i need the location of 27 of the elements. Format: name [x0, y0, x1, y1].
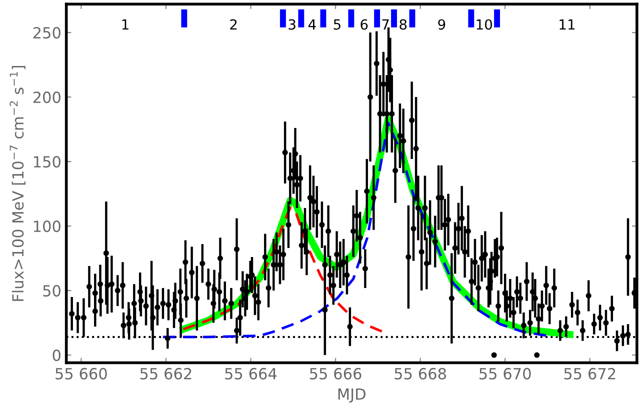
x-tick-label: 55 662 [140, 368, 192, 380]
annotation: 5 [334, 19, 340, 30]
line-series [182, 206, 384, 334]
annotation: 11 [560, 19, 575, 30]
y-tick-label: 250 [33, 27, 60, 39]
y-tick-label: 100 [34, 220, 60, 232]
y-axis-title: Flux>100 MeV [10$^{−7}$ cm$^{−2}$ s$^{−1}$] [10, 66, 26, 301]
x-tick-label: 55 670 [480, 368, 531, 380]
x-tick-label: 55 660 [56, 368, 107, 380]
x-tick-label: 55 668 [394, 368, 446, 380]
annotation: 10 [476, 19, 492, 30]
annotation: 8 [400, 19, 407, 30]
x-axis-title: MJD [338, 388, 366, 403]
y-tick-label: 50 [43, 285, 60, 297]
x-tick-label: 55 666 [310, 368, 362, 380]
annotation: 2 [230, 19, 237, 30]
y-tick-label: 0 [52, 350, 60, 362]
annotation: 3 [288, 19, 296, 30]
annotation: 7 [382, 19, 389, 30]
x-tick-label: 55 664 [225, 368, 277, 380]
x-tick-label: 55 672 [564, 368, 616, 380]
y-tick-label: 150 [34, 156, 60, 168]
annotation: 9 [438, 19, 446, 30]
annotation: 1 [122, 19, 128, 30]
y-tick-label: 200 [33, 92, 60, 104]
annotation: 4 [308, 19, 316, 30]
annotation: 6 [360, 19, 368, 30]
